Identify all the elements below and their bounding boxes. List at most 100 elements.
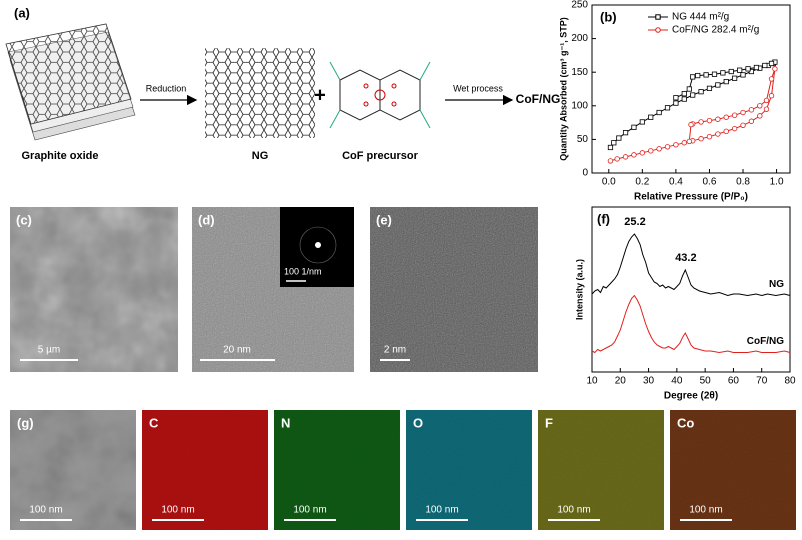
marker <box>656 146 662 152</box>
x-axis-label: Relative Pressure (P/P₀) <box>634 192 748 203</box>
marker <box>757 113 763 119</box>
marker <box>622 130 629 136</box>
reactant-label: Graphite oxide <box>21 150 98 162</box>
marker <box>648 114 654 120</box>
y-tick-label: 100 <box>571 100 588 111</box>
marker <box>748 118 755 124</box>
panel-label: C <box>149 415 159 430</box>
x-tick-label: 60 <box>728 376 740 387</box>
marker <box>631 124 637 130</box>
scale-label: 100 nm <box>557 505 590 516</box>
step-label: Reduction <box>146 83 187 93</box>
marker <box>673 142 679 148</box>
panel-label: (f) <box>597 211 610 226</box>
eds-texture <box>538 410 664 530</box>
legend-marker <box>655 27 661 33</box>
marker <box>607 144 614 151</box>
marker <box>688 121 694 128</box>
saed-spot <box>315 242 321 248</box>
marker <box>616 135 622 141</box>
marker <box>656 109 662 116</box>
marker <box>763 106 770 112</box>
marker <box>740 109 746 116</box>
panel-label: (c) <box>16 212 32 227</box>
marker <box>723 128 729 135</box>
plot-frame <box>591 206 791 373</box>
panel-label: O <box>413 415 423 430</box>
marker <box>639 119 645 125</box>
marker <box>762 62 768 69</box>
marker <box>715 131 721 137</box>
y-tick-label: 250 <box>571 0 588 11</box>
y-tick-label: 200 <box>571 33 588 44</box>
marker <box>748 107 755 113</box>
marker <box>698 89 704 95</box>
hrtem-texture <box>370 207 538 372</box>
marker <box>772 66 778 72</box>
marker <box>681 91 687 97</box>
x-tick-label: 50 <box>700 376 712 387</box>
x-tick-label: 0.2 <box>635 177 649 188</box>
x-tick-label: 1.0 <box>770 177 784 188</box>
panel-label: N <box>281 415 290 430</box>
marker <box>611 140 617 146</box>
marker <box>740 72 746 78</box>
panel-label: (b) <box>600 9 617 24</box>
y-tick-label: 0 <box>582 168 588 179</box>
series-line <box>591 294 791 354</box>
panel-label: (a) <box>14 5 30 20</box>
marker <box>723 79 729 85</box>
marker <box>639 150 646 156</box>
eds-texture <box>142 410 268 530</box>
eds-maps: (g) 100 nm C 100 nm N 100 nm O 100 nm F 100 nm Co 1… <box>10 410 796 530</box>
marker <box>607 158 614 164</box>
marker <box>728 68 734 75</box>
scale-label: 20 nm <box>223 345 251 356</box>
marker <box>673 100 679 106</box>
eds-texture <box>406 410 532 530</box>
x-tick-label: 0.0 <box>602 177 616 188</box>
marker <box>757 103 763 109</box>
x-tick-label: 20 <box>615 376 627 387</box>
y-tick-label: 50 <box>577 134 589 145</box>
marker <box>763 97 770 104</box>
cof-precursor-structure <box>329 61 431 129</box>
panel-label: F <box>545 415 553 430</box>
x-tick-label: 70 <box>756 376 768 387</box>
marker <box>768 76 775 82</box>
x-axis-label: Degree (2θ) <box>664 391 718 402</box>
eds-texture <box>10 410 136 530</box>
x-tick-label: 30 <box>643 376 655 387</box>
x-tick-label: 40 <box>671 376 683 387</box>
marker <box>698 136 704 142</box>
legend-marker <box>655 14 661 20</box>
marker <box>703 72 709 78</box>
marker <box>664 105 671 111</box>
saed-ring <box>299 226 337 264</box>
x-tick-label: 0.4 <box>669 177 683 188</box>
marker <box>731 112 738 118</box>
graphite-oxide-structure <box>5 23 136 141</box>
marker <box>768 60 775 67</box>
marker <box>690 92 696 98</box>
panel-label: Co <box>677 415 694 430</box>
legend-label: NG 444 m²/g <box>672 12 729 23</box>
panel-label: (d) <box>198 212 215 227</box>
marker <box>706 134 713 140</box>
marker <box>740 122 746 128</box>
annotation: 25.2 <box>624 216 645 228</box>
marker <box>648 148 654 154</box>
marker <box>690 74 696 80</box>
marker <box>686 86 692 92</box>
x-tick-label: 80 <box>784 376 796 387</box>
marker <box>664 144 671 150</box>
scale-label: 2 nm <box>384 345 406 356</box>
scale-label: 5 µm <box>38 345 60 356</box>
plus: + <box>314 84 326 106</box>
scale-label: 100 nm <box>425 505 458 516</box>
marker <box>768 93 775 99</box>
sem-texture <box>10 207 178 372</box>
scale-label: 100 nm <box>29 505 62 516</box>
marker <box>706 85 713 91</box>
